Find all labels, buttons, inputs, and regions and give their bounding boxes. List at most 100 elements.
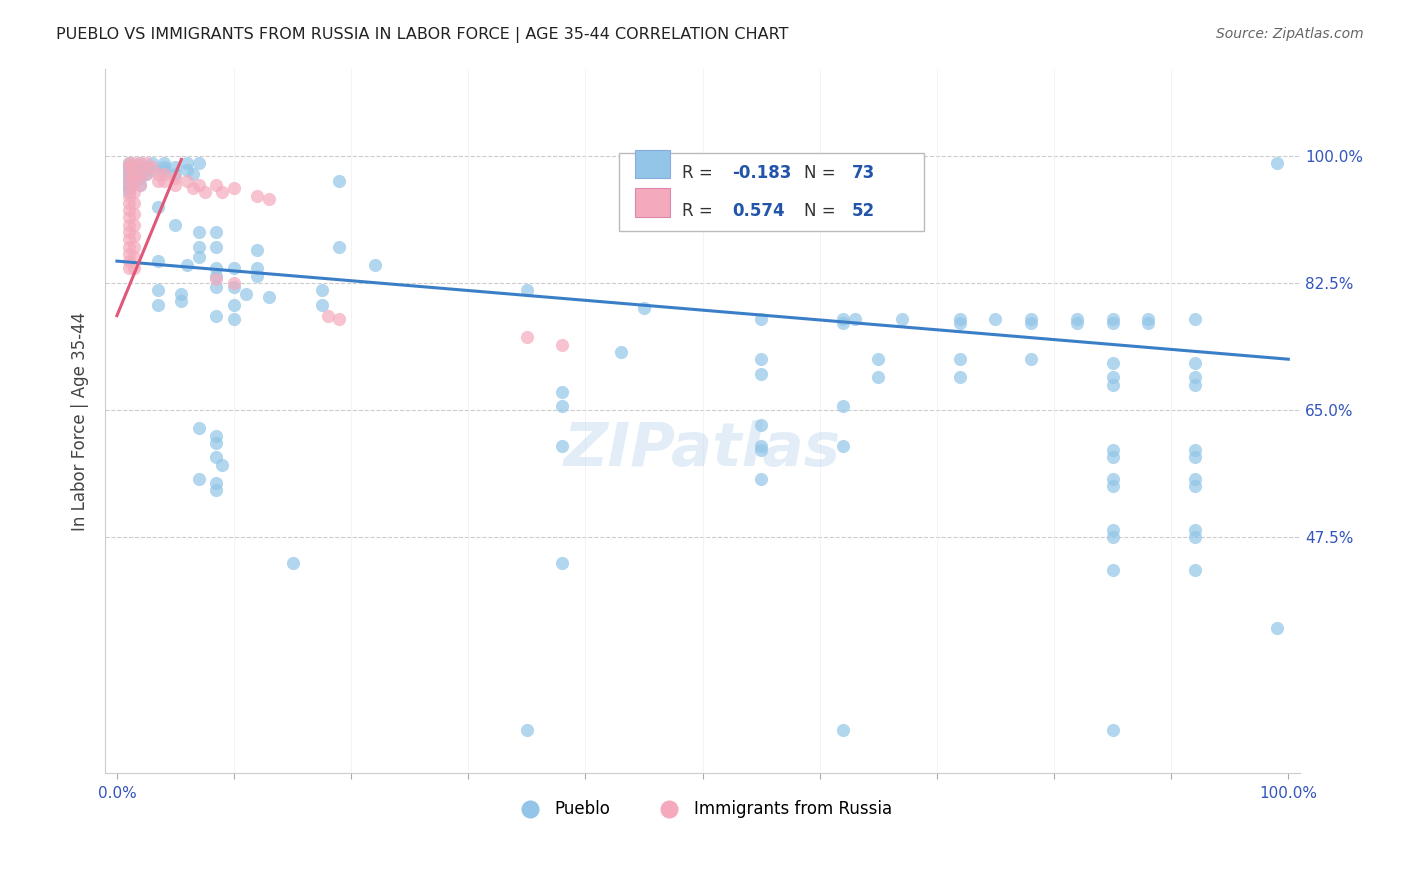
Text: R =: R = [682, 164, 718, 182]
Point [176, 156, 198, 170]
Point [194, 185, 217, 199]
Point [187, 178, 209, 192]
Point [633, 301, 655, 316]
Point [1184, 443, 1206, 458]
Point [222, 312, 245, 326]
Point [176, 174, 198, 188]
Point [117, 196, 139, 211]
Point [205, 239, 228, 253]
Point [516, 330, 538, 344]
Point [516, 283, 538, 297]
Point [1101, 356, 1123, 370]
Point [117, 218, 139, 232]
Point [1019, 312, 1042, 326]
Point [205, 435, 228, 450]
Point [1101, 370, 1123, 384]
Point [749, 367, 772, 381]
Point [124, 228, 146, 243]
Text: 0.574: 0.574 [733, 202, 785, 220]
Point [1184, 523, 1206, 537]
Text: -0.183: -0.183 [733, 164, 792, 182]
Point [135, 160, 157, 174]
Point [146, 283, 169, 297]
Point [124, 196, 146, 211]
Point [205, 483, 228, 497]
Text: PUEBLO VS IMMIGRANTS FROM RUSSIA IN LABOR FORCE | AGE 35-44 CORRELATION CHART: PUEBLO VS IMMIGRANTS FROM RUSSIA IN LABO… [56, 27, 789, 43]
Point [246, 188, 269, 202]
Point [117, 167, 139, 181]
Point [609, 345, 631, 359]
Point [124, 156, 146, 170]
Point [124, 261, 146, 276]
Point [135, 167, 157, 181]
Point [551, 439, 574, 453]
Point [124, 167, 146, 181]
Point [328, 239, 350, 253]
Point [117, 203, 139, 218]
Point [205, 225, 228, 239]
Point [1066, 312, 1088, 326]
Point [1101, 316, 1123, 330]
Point [984, 312, 1007, 326]
Point [124, 218, 146, 232]
Point [124, 167, 146, 181]
Point [152, 160, 174, 174]
Point [117, 185, 139, 199]
Point [117, 181, 139, 195]
Point [117, 254, 139, 268]
Point [551, 400, 574, 414]
Point [146, 167, 169, 181]
Point [749, 439, 772, 453]
Point [205, 450, 228, 465]
Point [211, 185, 233, 199]
Point [117, 167, 139, 181]
Point [165, 178, 187, 192]
Point [117, 174, 139, 188]
Point [257, 192, 280, 206]
Point [152, 156, 174, 170]
Point [832, 400, 855, 414]
Point [1184, 472, 1206, 486]
Point [246, 268, 269, 283]
Point [257, 290, 280, 304]
Point [117, 232, 139, 246]
Point [1101, 723, 1123, 737]
Legend: Pueblo, Immigrants from Russia: Pueblo, Immigrants from Russia [506, 794, 898, 825]
Point [222, 261, 245, 276]
Point [749, 472, 772, 486]
Point [1101, 523, 1123, 537]
Point [165, 160, 187, 174]
Point [187, 421, 209, 435]
Point [868, 370, 890, 384]
Point [205, 428, 228, 442]
Point [949, 370, 972, 384]
Point [205, 261, 228, 276]
Point [749, 443, 772, 458]
Point [551, 337, 574, 351]
Text: N =: N = [804, 202, 841, 220]
Point [222, 298, 245, 312]
Point [246, 243, 269, 257]
Point [129, 156, 152, 170]
Point [1184, 479, 1206, 493]
Point [222, 181, 245, 195]
Point [124, 251, 146, 265]
Point [1184, 450, 1206, 465]
Point [832, 723, 855, 737]
Point [165, 167, 187, 181]
Text: N =: N = [804, 164, 841, 182]
Point [117, 170, 139, 185]
Point [949, 352, 972, 367]
Point [246, 261, 269, 276]
Text: R =: R = [682, 202, 718, 220]
Point [205, 475, 228, 490]
Point [141, 163, 163, 178]
Point [117, 261, 139, 276]
Point [117, 181, 139, 195]
Point [551, 556, 574, 570]
Point [176, 163, 198, 178]
Point [187, 239, 209, 253]
Point [129, 178, 152, 192]
Point [1136, 312, 1159, 326]
Point [949, 316, 972, 330]
